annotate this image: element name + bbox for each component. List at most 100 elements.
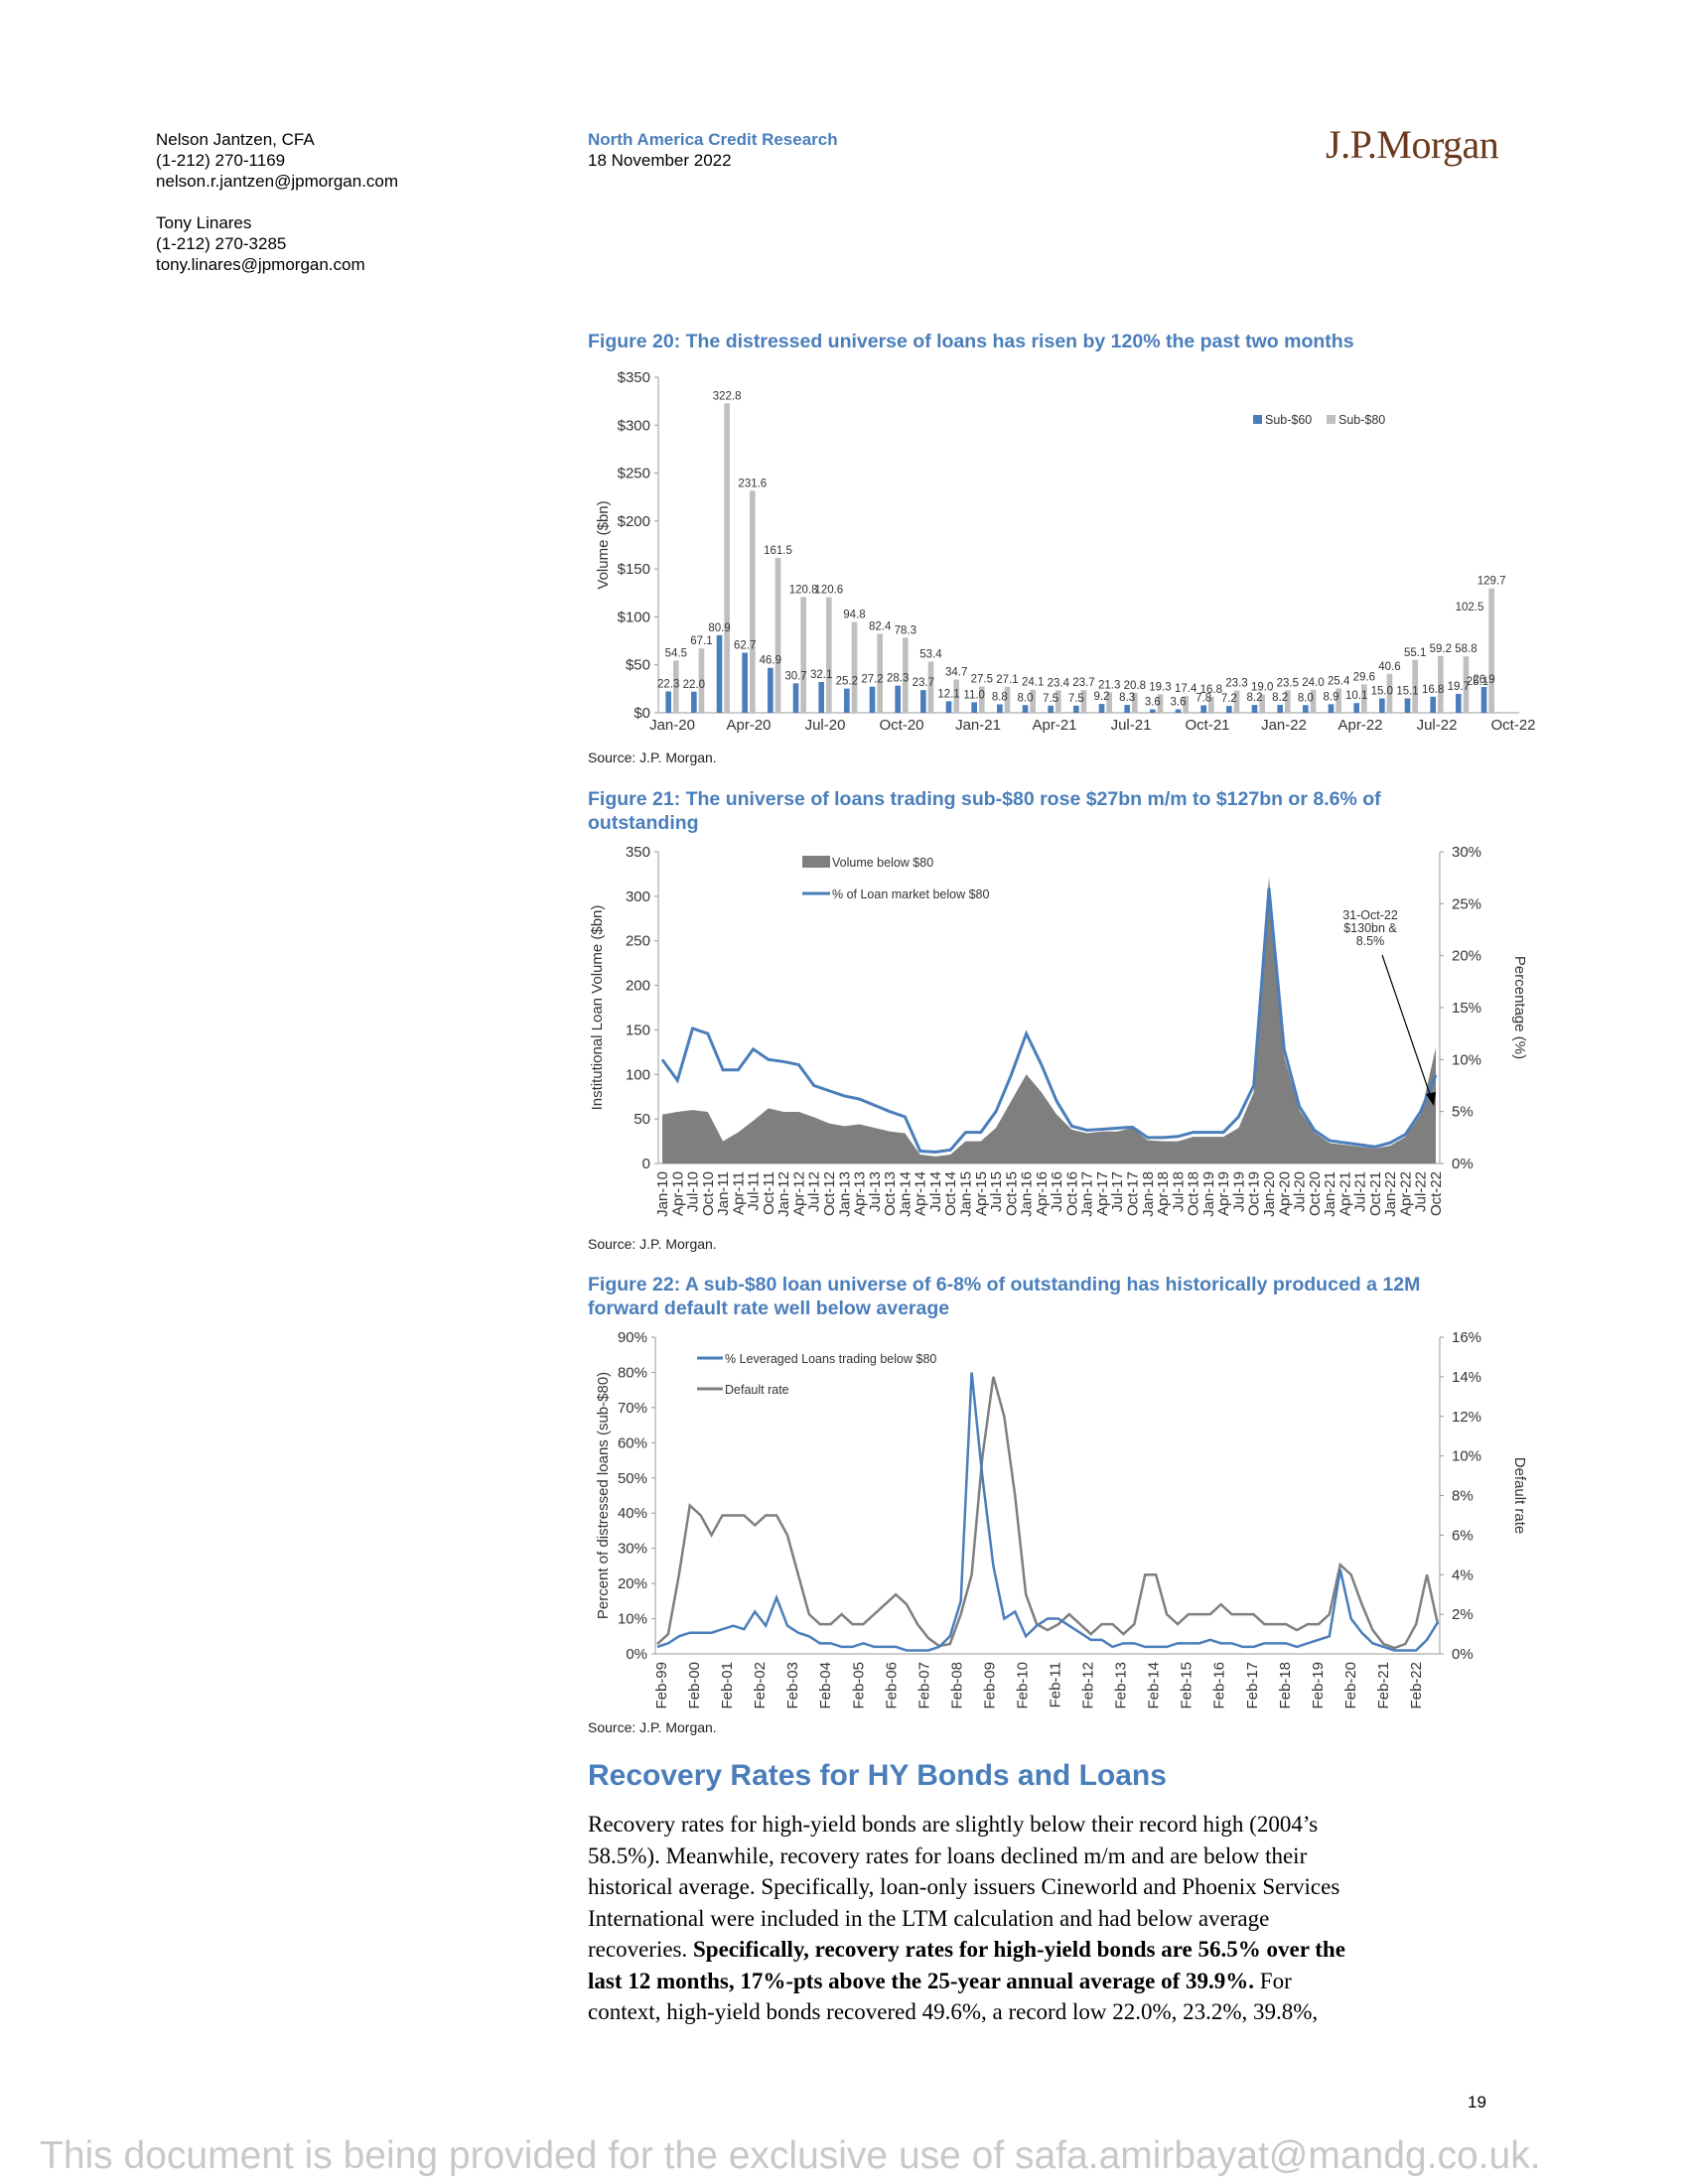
author-block: Nelson Jantzen, CFA (1-212) 270-1169 nel… <box>156 129 398 275</box>
bar-sub80 <box>1183 696 1189 713</box>
y-tick-label: $250 <box>618 466 650 482</box>
y2-tick-label: 14% <box>1452 1369 1481 1386</box>
data-label-sub80: 120.8 <box>789 584 818 596</box>
data-label-sub60: 30.7 <box>784 670 806 682</box>
y-tick-label: $100 <box>618 609 650 625</box>
data-label-sub60: 7.5 <box>1068 693 1084 705</box>
bar-sub60 <box>971 702 977 713</box>
y-tick-label: 30% <box>618 1541 647 1558</box>
x-tick-label: Jan-22 <box>1382 1171 1399 1217</box>
x-tick-label: Jul-15 <box>988 1171 1005 1212</box>
bar-sub60 <box>1200 705 1206 713</box>
bar-sub60 <box>1404 698 1411 713</box>
bar-sub80 <box>698 648 705 713</box>
bar-sub80 <box>1259 694 1265 713</box>
x-tick-label: Jan-19 <box>1200 1171 1217 1217</box>
legend-label-sub60: Sub-$60 <box>1265 413 1312 427</box>
y2-tick-label: 16% <box>1452 1329 1481 1346</box>
x-tick-label: Jan-12 <box>775 1171 792 1217</box>
y-tick-label: $300 <box>618 417 650 434</box>
data-label-sub60: 8.9 <box>1324 691 1339 703</box>
bar-sub80 <box>877 633 883 713</box>
y-tick-label: $200 <box>618 513 650 530</box>
bar-sub80 <box>927 661 934 713</box>
x-tick-label: Jul-20 <box>805 717 846 734</box>
y2-tick-label: 12% <box>1452 1409 1481 1426</box>
data-label-sub80: 161.5 <box>764 545 792 557</box>
bar-sub80 <box>1463 656 1470 713</box>
bar-sub60 <box>1277 705 1283 713</box>
bar-sub80 <box>953 679 959 713</box>
bar-sub60 <box>1150 709 1156 713</box>
x-tick-label: Feb-22 <box>1408 1662 1425 1709</box>
bar-sub60 <box>895 685 901 713</box>
data-label-sub80: 54.5 <box>665 647 687 659</box>
data-label-sub80: 17.4 <box>1175 683 1197 695</box>
x-tick-label: Apr-20 <box>726 717 771 734</box>
data-label-sub60: 27.2 <box>861 674 883 686</box>
bar-sub60 <box>1175 709 1182 713</box>
data-label-sub60: 8.8 <box>992 692 1008 704</box>
data-label-sub60: 7.5 <box>1043 693 1058 705</box>
author-email[interactable]: tony.linares@jpmorgan.com <box>156 255 365 274</box>
legend-label-sub80: Sub-$80 <box>1338 413 1385 427</box>
distressed-loans-line <box>656 1372 1440 1652</box>
bar-sub80 <box>1336 688 1341 713</box>
x-tick-label: Jan-15 <box>957 1171 974 1217</box>
section-title: Recovery Rates for HY Bonds and Loans <box>588 1759 1167 1792</box>
y2-tick-label: 6% <box>1452 1527 1474 1544</box>
x-tick-label: Apr-13 <box>852 1171 869 1216</box>
page-number: 19 <box>1468 2093 1486 2112</box>
data-label-sub80: 129.7 <box>1477 576 1506 588</box>
x-tick-label: Oct-19 <box>1246 1171 1263 1216</box>
y-tick-label: 200 <box>626 978 650 995</box>
x-tick-label: Feb-12 <box>1080 1662 1097 1709</box>
bar-sub60 <box>1353 703 1359 713</box>
x-tick-label: Jul-21 <box>1111 717 1152 734</box>
bar-sub60 <box>1124 704 1130 713</box>
data-label-sub80: 19.3 <box>1149 681 1171 693</box>
data-label-sub80: 29.6 <box>1353 671 1375 683</box>
data-label-sub80: 58.8 <box>1455 643 1477 655</box>
author-email[interactable]: nelson.r.jantzen@jpmorgan.com <box>156 172 399 191</box>
data-label-sub60: 26.9 <box>1473 674 1494 686</box>
bar-sub60 <box>691 691 697 713</box>
data-label-sub60: 9.2 <box>1094 691 1110 703</box>
data-label-sub80: 27.1 <box>996 674 1018 686</box>
bar-sub80 <box>1386 673 1393 713</box>
data-label-sub80: 21.3 <box>1098 679 1120 691</box>
data-label-sub80: 94.8 <box>843 609 865 620</box>
data-label-sub60: 22.0 <box>683 679 705 691</box>
data-label-sub80: 23.5 <box>1277 677 1299 689</box>
x-tick-label: Apr-12 <box>790 1171 807 1216</box>
bar-sub80 <box>1030 689 1036 713</box>
x-tick-label: Apr-11 <box>730 1171 747 1215</box>
x-tick-label: Jan-16 <box>1019 1171 1036 1217</box>
x-tick-label: Apr-22 <box>1397 1171 1414 1216</box>
x-tick-label: Feb-14 <box>1146 1662 1163 1709</box>
y2-tick-label: 0% <box>1452 1156 1474 1172</box>
x-tick-label: Oct-20 <box>1307 1171 1324 1216</box>
percent-line <box>660 887 1438 1154</box>
x-tick-label: Apr-18 <box>1155 1171 1172 1216</box>
body-line: International were included in the LTM c… <box>588 1905 1270 1931</box>
data-label-sub60: 28.3 <box>887 673 909 685</box>
x-tick-label: Oct-22 <box>1428 1171 1445 1216</box>
data-label-sub60: 80.9 <box>708 622 730 634</box>
bar-sub60 <box>1328 704 1335 713</box>
data-label-sub60: 16.8 <box>1422 684 1444 696</box>
bar-sub80 <box>1080 690 1087 713</box>
bar-sub80 <box>1488 588 1494 713</box>
body-line: Recovery rates for high-yield bonds are … <box>588 1812 1319 1837</box>
bar-sub80 <box>1132 692 1138 713</box>
data-label-sub80: 120.6 <box>814 585 843 597</box>
legend-swatch-sub60 <box>1253 415 1262 424</box>
bar-sub80 <box>903 637 909 713</box>
data-label-sub80: 20.8 <box>1124 680 1146 692</box>
x-tick-label: Jan-18 <box>1140 1171 1157 1217</box>
x-tick-label: Jul-22 <box>1417 717 1458 734</box>
data-label-sub80: 40.6 <box>1378 661 1400 673</box>
data-label-sub80: 67.1 <box>690 635 712 647</box>
x-tick-label: Jul-11 <box>746 1171 763 1211</box>
data-label-sub80: 23.3 <box>1225 677 1247 689</box>
